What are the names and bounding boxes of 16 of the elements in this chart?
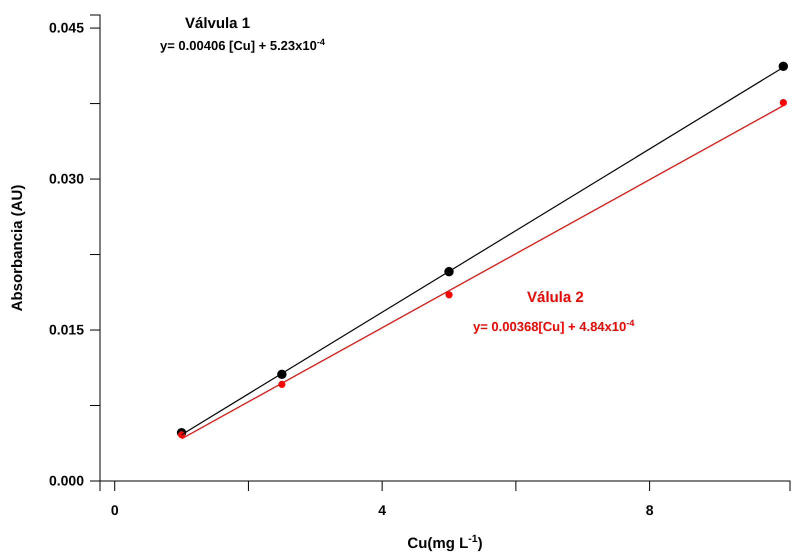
y-tick-label: 0.000 <box>48 472 84 488</box>
point <box>780 99 787 106</box>
y-tick-label: 0.015 <box>48 322 84 338</box>
point <box>778 62 788 72</box>
x-tick-label: 4 <box>378 502 386 518</box>
x-tick-label: 8 <box>646 502 654 518</box>
annotation: y= 0.00368[Cu] + 4.84x10$^{-4}$ <box>473 318 636 334</box>
x-axis-title: Cu(mg L$^{-1}$) <box>407 533 483 552</box>
point <box>445 291 453 298</box>
y-axis-title: Absorbancia (AU) <box>9 184 26 312</box>
annotation: y= 0.00406 [Cu] + 5.23x10$^{-4}$ <box>160 37 326 53</box>
y-tick-label: 0.030 <box>48 170 84 187</box>
x-tick-label: 0 <box>110 502 119 518</box>
text: Válula 2 <box>527 289 584 306</box>
text: Válvula 1 <box>185 15 250 32</box>
y-tick-label: 0.045 <box>48 20 84 36</box>
